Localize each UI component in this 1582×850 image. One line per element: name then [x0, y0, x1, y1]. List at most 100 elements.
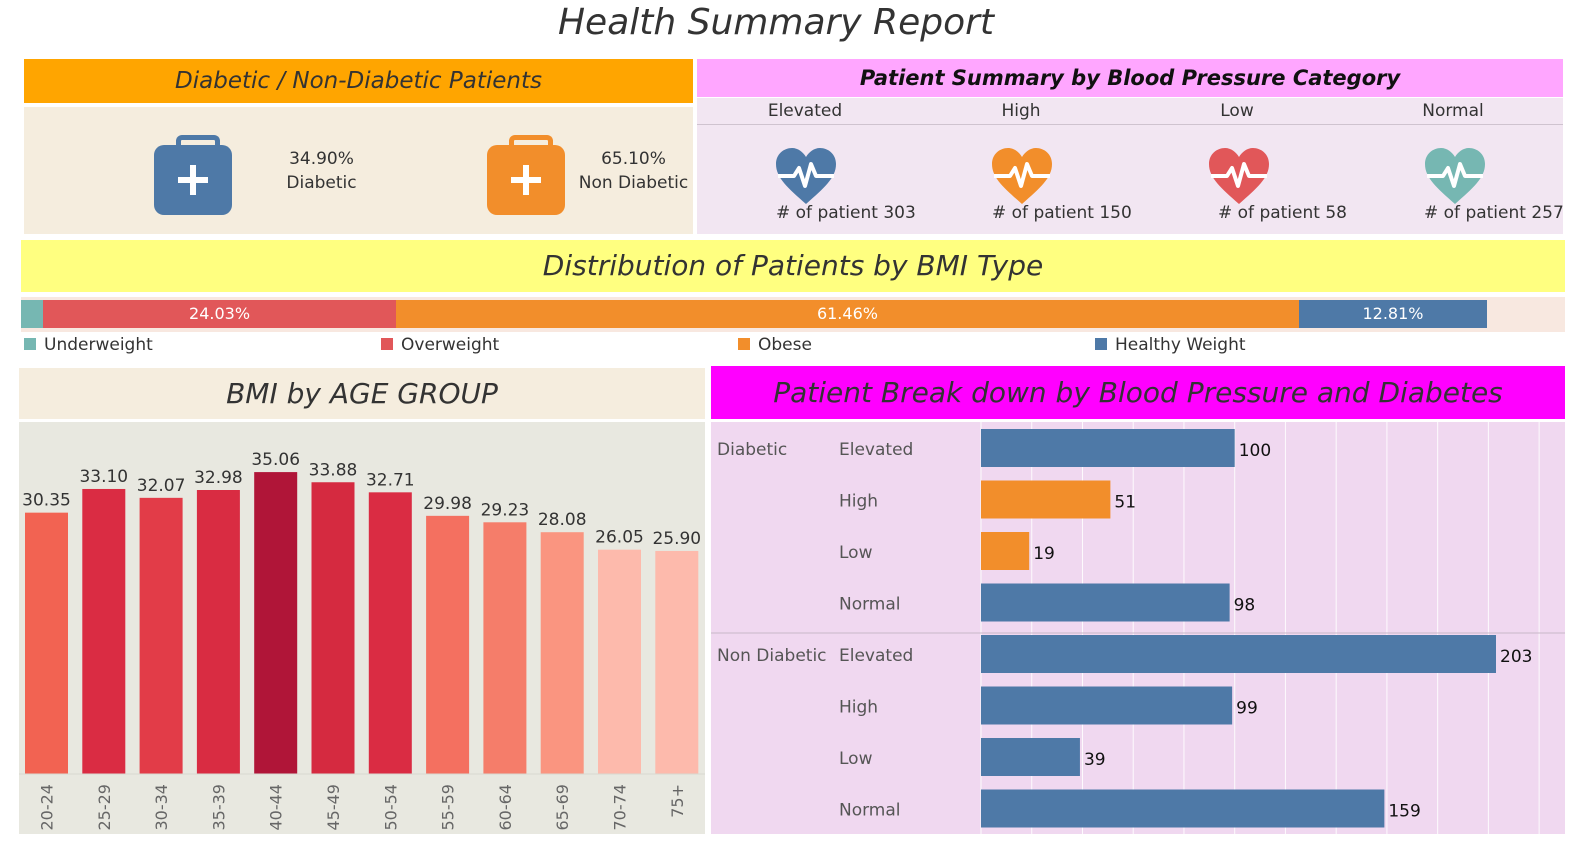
- breakdown-chart-title: Patient Break down by Blood Pressure and…: [711, 366, 1565, 419]
- bp-category-low: Low: [1220, 101, 1254, 121]
- medical-kit-icon: [487, 135, 565, 215]
- bmi-distribution-bar: 24.03% 61.46% 12.81%: [21, 297, 1565, 332]
- age-group-tick-label: 20-24: [38, 784, 57, 831]
- breakdown-bar-label: 203: [1500, 647, 1532, 667]
- age-group-tick-label: 50-54: [381, 784, 400, 831]
- bmi-segment-healthy-weight[interactable]: 12.81%: [1298, 300, 1488, 328]
- bmi-bar[interactable]: [311, 482, 355, 774]
- breakdown-chart: Diabetic Elevated 100 High 51 Low 19 Normal 98 No…: [711, 422, 1565, 834]
- breakdown-bar-label: 39: [1084, 750, 1106, 770]
- age-group-tick-label: 55-59: [439, 784, 458, 831]
- legend-label: Underweight: [44, 335, 153, 355]
- bmi-bar-label: 32.07: [137, 476, 186, 496]
- bmi-bar[interactable]: [82, 488, 126, 774]
- age-group-tick-label: 25-29: [95, 784, 114, 831]
- diabetic-panel: 34.90% Diabetic 65.10% Non Diabetic: [24, 107, 693, 234]
- bmi-bar[interactable]: [139, 497, 183, 774]
- legend-label: Obese: [758, 335, 812, 355]
- heartbeat-icon: [1209, 148, 1269, 204]
- bmi-bar-label: 32.71: [366, 470, 415, 490]
- bmi-bar[interactable]: [196, 490, 240, 774]
- bmi-segment-underweight[interactable]: [21, 300, 44, 328]
- legend-item: Obese: [738, 335, 812, 355]
- bp-category-label: Low: [839, 543, 873, 563]
- breakdown-bar-label: 98: [1234, 596, 1256, 616]
- breakdown-bar-label: 159: [1388, 802, 1420, 822]
- bmi-bar-label: 25.90: [652, 529, 701, 549]
- bmi-bar[interactable]: [25, 512, 68, 774]
- diabetic-panel-title: Diabetic / Non-Diabetic Patients: [24, 59, 693, 103]
- bmi-distribution-title: Distribution of Patients by BMI Type: [21, 240, 1565, 292]
- breakdown-bar[interactable]: [981, 480, 1111, 519]
- diabetic-label: Diabetic: [286, 173, 357, 193]
- bmi-bar[interactable]: [540, 532, 584, 774]
- non-diabetic-stat: 65.10% Non Diabetic: [576, 147, 691, 195]
- breakdown-bar[interactable]: [981, 789, 1385, 828]
- legend-item: Healthy Weight: [1095, 335, 1246, 355]
- legend-item: Overweight: [381, 335, 499, 355]
- bp-category-normal: Normal: [1422, 101, 1484, 121]
- age-group-tick-label: 60-64: [496, 784, 515, 831]
- bp-category-elevated: Elevated: [767, 101, 843, 121]
- bmi-bar[interactable]: [655, 550, 699, 774]
- legend-swatch: [1095, 338, 1107, 350]
- bp-category-label: Low: [839, 749, 873, 769]
- legend-swatch: [381, 338, 393, 350]
- bmi-bar[interactable]: [483, 522, 527, 774]
- heartbeat-icon: [776, 148, 836, 204]
- age-group-tick-label: 30-34: [152, 784, 171, 831]
- bp-count-high: # of patient 150: [992, 203, 1132, 223]
- bp-summary-title: Patient Summary by Blood Pressure Catego…: [697, 59, 1563, 97]
- diabetic-stat: 34.90% Diabetic: [264, 147, 379, 195]
- bmi-bar[interactable]: [426, 515, 470, 774]
- bp-category-label: High: [839, 698, 878, 718]
- bp-category-label: Normal: [839, 801, 901, 821]
- bp-category-label: Elevated: [839, 440, 913, 460]
- age-group-tick-label: 40-44: [267, 784, 286, 831]
- breakdown-bar[interactable]: [981, 635, 1496, 673]
- bmi-segment-overweight[interactable]: 24.03%: [43, 300, 397, 328]
- non-diabetic-label: Non Diabetic: [578, 173, 689, 193]
- bp-summary-divider: [697, 124, 1563, 125]
- bmi-bar-label: 29.98: [423, 494, 472, 514]
- bmi-bar[interactable]: [598, 549, 641, 774]
- legend-label: Overweight: [401, 335, 500, 355]
- group-label: Diabetic: [717, 440, 787, 460]
- breakdown-bar[interactable]: [981, 686, 1233, 725]
- bp-count-elevated: # of patient 303: [776, 203, 916, 223]
- bmi-age-chart-svg: 30.35 20-24 33.10 25-29 32.07 30-34 32.98 35-39…: [19, 450, 705, 831]
- breakdown-bar[interactable]: [981, 532, 1030, 570]
- legend-item: Underweight: [24, 335, 153, 355]
- bmi-bar[interactable]: [254, 472, 298, 774]
- legend-label: Healthy Weight: [1115, 335, 1246, 355]
- bmi-bar-label: 35.06: [251, 450, 300, 470]
- bmi-age-chart-title: BMI by AGE GROUP: [19, 368, 705, 419]
- age-group-tick-label: 75+: [668, 784, 687, 818]
- bmi-bar-label: 26.05: [595, 528, 644, 548]
- breakdown-bar-label: 19: [1033, 544, 1055, 564]
- breakdown-bar[interactable]: [981, 583, 1230, 622]
- bp-category-label: High: [839, 492, 878, 512]
- breakdown-bar[interactable]: [981, 738, 1080, 776]
- diabetic-pct: 34.90%: [289, 149, 354, 169]
- age-group-tick-label: 70-74: [611, 784, 630, 831]
- group-label: Non Diabetic: [717, 646, 827, 666]
- bmi-bar-label: 29.23: [481, 500, 530, 520]
- page-title: Health Summary Report: [557, 2, 995, 43]
- breakdown-bar[interactable]: [981, 429, 1235, 467]
- breakdown-bar-label: 99: [1236, 699, 1258, 719]
- bp-category-high: High: [1001, 101, 1041, 121]
- breakdown-bar-label: 51: [1114, 493, 1136, 513]
- bmi-bar-label: 28.08: [538, 510, 587, 530]
- bmi-age-chart: 30.35 20-24 33.10 25-29 32.07 30-34 32.98 35-39…: [19, 422, 705, 834]
- bmi-bar-label: 30.35: [22, 491, 71, 511]
- non-diabetic-pct: 65.10%: [601, 149, 666, 169]
- age-group-tick-label: 65-69: [553, 784, 572, 831]
- bp-category-label: Normal: [839, 595, 901, 615]
- medical-kit-icon: [154, 135, 232, 215]
- bp-category-label: Elevated: [839, 646, 913, 666]
- bmi-segment-obese[interactable]: 61.46%: [396, 300, 1299, 328]
- bmi-bar[interactable]: [368, 492, 412, 774]
- heartbeat-icon: [992, 148, 1052, 204]
- bp-count-low: # of patient 58: [1218, 203, 1347, 223]
